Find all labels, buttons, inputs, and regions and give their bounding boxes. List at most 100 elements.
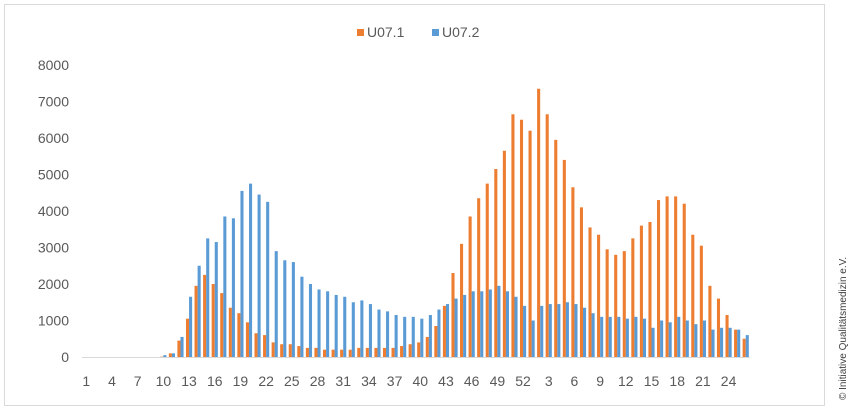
x-tick-label: 24 <box>721 373 737 389</box>
bar-U07.2-26 <box>300 276 304 357</box>
bar-U07.2-32 <box>351 302 355 357</box>
bar-U07.1-38 <box>400 346 404 357</box>
bar-U07.1-22 <box>263 335 267 357</box>
bar-U07.1-68 <box>656 200 661 357</box>
bar-U07.2-36 <box>386 311 390 358</box>
bar-U07.2-38 <box>403 316 407 357</box>
x-tick-label: 7 <box>134 373 142 389</box>
bar-U07.1-64 <box>622 251 626 357</box>
bar-U07.2-72 <box>694 324 698 357</box>
bar-U07.2-51 <box>514 296 518 357</box>
bar-U07.1-57 <box>562 159 566 357</box>
bar-U07.1-42 <box>434 325 438 357</box>
bar-U07.2-76 <box>728 327 732 357</box>
bar-U07.1-18 <box>228 307 232 357</box>
y-axis-ticks: 0 1000 2000 3000 4000 5000 6000 7000 8000 <box>38 57 69 365</box>
bar-U07.2-55 <box>548 304 552 357</box>
bar-U07.2-53 <box>531 320 535 357</box>
x-tick-label: 4 <box>108 373 116 389</box>
bar-U07.1-14 <box>194 285 198 357</box>
bar-U07.2-24 <box>283 260 287 357</box>
bar-U07.1-17 <box>220 293 224 358</box>
bar-U07.1-28 <box>314 347 318 358</box>
bar-U07.1-63 <box>614 254 618 357</box>
bar-U07.2-41 <box>428 315 432 357</box>
bar-U07.2-63 <box>617 316 621 357</box>
bar-U07.2-74 <box>711 329 715 358</box>
bar-U07.1-78 <box>742 338 746 357</box>
bar-U07.2-23 <box>274 251 278 357</box>
bar-U07.1-16 <box>211 284 215 357</box>
bar-U07.1-45 <box>460 243 464 357</box>
bar-U07.1-27 <box>305 347 309 358</box>
legend-swatch-U07.1 <box>357 29 364 36</box>
x-tick-label: 46 <box>464 373 480 389</box>
bar-U07.1-50 <box>502 150 506 357</box>
bar-U07.1-33 <box>357 347 361 358</box>
bar-U07.2-62 <box>608 316 612 357</box>
bar-U07.2-25 <box>291 262 295 357</box>
x-tick-label: 22 <box>258 373 274 389</box>
bar-U07.1-61 <box>597 234 601 357</box>
bar-U07.2-75 <box>720 327 724 357</box>
bar-U07.1-20 <box>245 322 249 357</box>
bar-U07.1-23 <box>271 342 275 357</box>
bar-U07.2-35 <box>377 309 381 357</box>
bar-U07.2-40 <box>420 318 424 357</box>
bar-U07.1-26 <box>297 346 301 357</box>
bar-U07.2-50 <box>505 291 509 357</box>
bar-U07.1-44 <box>451 273 455 357</box>
chart-frame: U07.1 U07.2 0 1000 2000 3000 4000 5000 6000 7000… <box>4 4 825 406</box>
x-tick-label: 49 <box>490 373 506 389</box>
bar-U07.1-56 <box>554 139 558 357</box>
bar-U07.2-65 <box>634 316 638 357</box>
bar-U07.2-59 <box>583 307 587 357</box>
x-tick-label: 9 <box>596 373 604 389</box>
copyright-notice: © Initiative Qualitätsmedizin e.V. <box>838 256 849 400</box>
bar-U07.2-67 <box>651 327 655 357</box>
x-tick-label: 1 <box>82 373 90 389</box>
bar-U07.1-12 <box>177 340 181 357</box>
bar-U07.1-62 <box>605 249 609 357</box>
bar-U07.2-68 <box>660 320 664 357</box>
bar-U07.1-73 <box>699 245 703 357</box>
bar-U07.2-54 <box>540 305 544 357</box>
x-tick-label: 37 <box>387 373 403 389</box>
bar-U07.1-41 <box>425 336 429 357</box>
bar-U07.2-37 <box>394 315 398 357</box>
x-tick-label: 25 <box>284 373 300 389</box>
bar-U07.1-76 <box>725 315 729 357</box>
bar-U07.2-29 <box>326 291 330 357</box>
bar-U07.1-52 <box>519 119 524 357</box>
bar-U07.1-35 <box>374 347 378 358</box>
bar-U07.2-17 <box>223 216 227 357</box>
bar-U07.1-59 <box>579 207 583 357</box>
bar-U07.1-39 <box>408 344 412 357</box>
bar-U07.1-21 <box>254 333 258 357</box>
bar-U07.2-61 <box>600 316 604 357</box>
x-tick-label: 31 <box>335 373 351 389</box>
bar-U07.2-60 <box>591 313 595 357</box>
bar-U07.2-22 <box>266 201 270 358</box>
y-tick-label: 6000 <box>38 130 69 146</box>
bar-U07.2-13 <box>189 296 193 357</box>
bar-U07.1-69 <box>665 196 669 357</box>
x-tick-label: 40 <box>412 373 428 389</box>
bar-U07.1-48 <box>485 183 489 358</box>
y-tick-label: 3000 <box>38 240 69 256</box>
bar-U07.1-72 <box>691 234 695 357</box>
bar-U07.2-18 <box>231 218 235 357</box>
bar-U07.1-60 <box>588 227 592 357</box>
chart-svg: U07.1 U07.2 0 1000 2000 3000 4000 5000 6000 7000… <box>38 24 750 389</box>
bar-U07.2-70 <box>677 316 681 357</box>
bar-U07.1-30 <box>331 349 335 357</box>
x-tick-label: 6 <box>571 373 579 389</box>
bar-U07.1-74 <box>708 285 712 357</box>
x-tick-label: 13 <box>181 373 197 389</box>
y-tick-label: 5000 <box>38 167 69 183</box>
bar-U07.1-70 <box>674 196 678 357</box>
bar-U07.1-46 <box>468 216 472 357</box>
bar-U07.2-78 <box>745 335 749 357</box>
bar-U07.2-48 <box>488 289 492 357</box>
bar-U07.1-11 <box>168 353 172 357</box>
